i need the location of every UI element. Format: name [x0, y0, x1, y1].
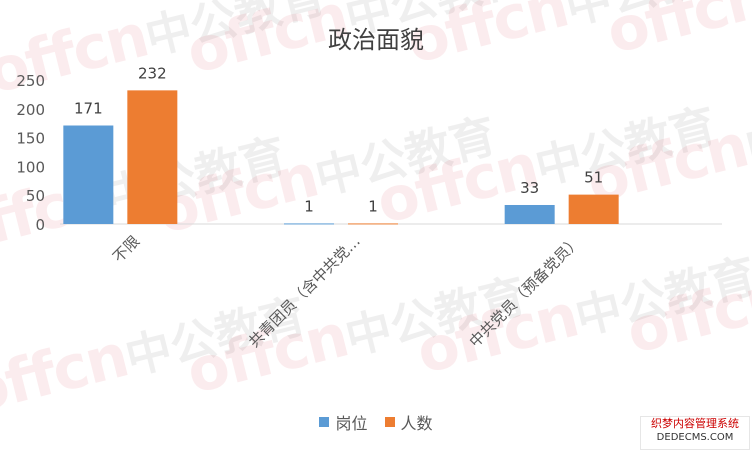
- y-tick-label: 100: [16, 158, 45, 176]
- x-tick-label: 共青团员（含中共党…: [245, 232, 364, 351]
- bar-renshu: [348, 223, 398, 225]
- legend: 岗位 人数: [0, 410, 752, 434]
- bar-gangwei: [63, 125, 114, 224]
- legend-label-renshu: 人数: [400, 414, 433, 433]
- data-label: 171: [74, 100, 103, 118]
- badge-line1: 织梦内容管理系统: [651, 417, 739, 430]
- data-label: 1: [304, 197, 314, 215]
- legend-swatch-gangwei: [319, 417, 330, 427]
- bar-renshu: [568, 194, 619, 224]
- y-tick-label: 50: [26, 187, 45, 205]
- data-label: 1: [368, 197, 378, 215]
- x-tick-label: 中共党员（预备党员）: [466, 232, 585, 351]
- data-label: 232: [138, 64, 167, 82]
- bar-gangwei: [284, 223, 334, 225]
- legend-item-renshu: 人数: [384, 410, 433, 434]
- y-tick-label: 0: [35, 216, 45, 234]
- legend-item-gangwei: 岗位: [319, 410, 367, 434]
- corner-logo-badge: 织梦内容管理系统 DEDECMS.COM: [640, 416, 750, 450]
- bar-renshu: [127, 90, 178, 224]
- badge-line2: DEDECMS.COM: [656, 432, 734, 443]
- chart-title: 政治面貌: [328, 26, 424, 54]
- y-tick-label: 150: [16, 130, 45, 148]
- data-label: 33: [520, 179, 539, 197]
- y-tick-label: 250: [16, 72, 45, 90]
- legend-label-gangwei: 岗位: [335, 414, 368, 433]
- x-tick-label: 不限: [109, 232, 143, 266]
- data-label: 51: [584, 169, 603, 187]
- y-tick-label: 200: [16, 101, 45, 119]
- legend-swatch-renshu: [384, 417, 395, 427]
- bar-gangwei: [504, 204, 555, 224]
